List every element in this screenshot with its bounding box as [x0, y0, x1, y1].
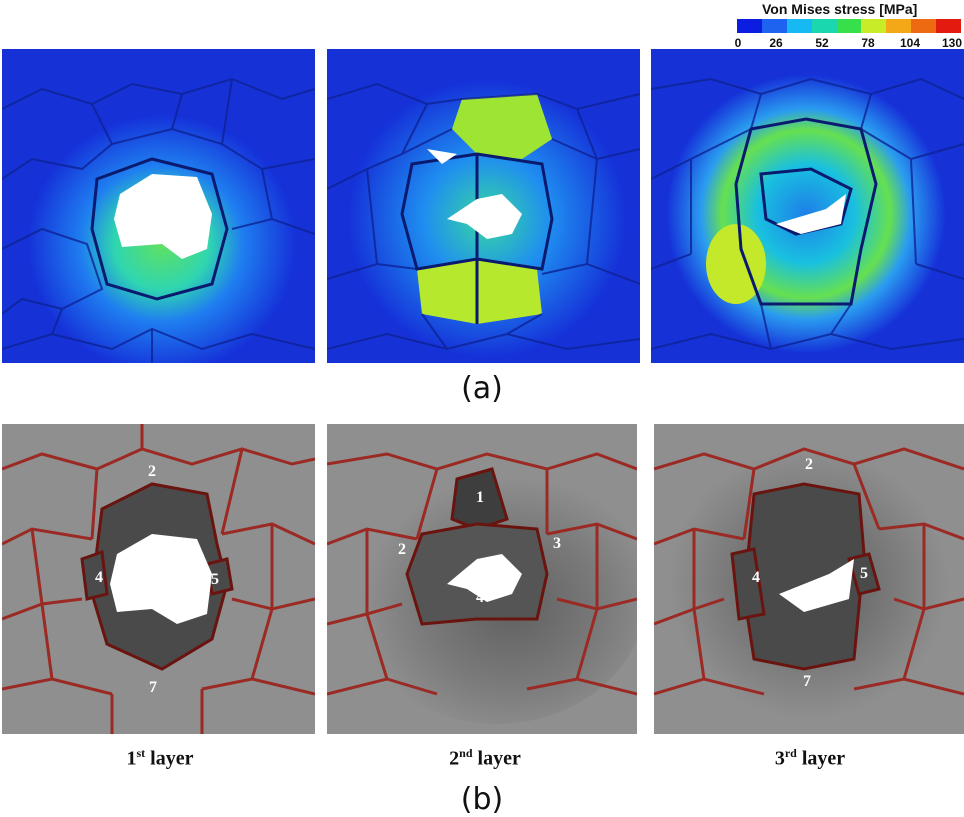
- cell-label: 5: [860, 565, 868, 582]
- crack-pattern-layer-1: 2 4 5 7: [2, 424, 315, 734]
- colorbar-swatch: [886, 19, 912, 33]
- cell-label: 1: [476, 489, 484, 506]
- colorbar-swatch: [911, 19, 937, 33]
- crack-pattern-layer-2: 1 2 3 4: [327, 424, 637, 734]
- legend-title: Von Mises stress [MPa]: [762, 1, 918, 17]
- panel-label-a: (a): [461, 371, 503, 406]
- cell-label: 5: [211, 571, 219, 588]
- legend-tick: 130: [941, 36, 963, 50]
- colorbar-swatch: [936, 19, 962, 33]
- cell-label: 4: [95, 569, 103, 586]
- cell-label: 4: [752, 569, 760, 586]
- stress-colorbar: [737, 19, 962, 33]
- cell-label: 4: [476, 589, 484, 606]
- colorbar-swatch: [786, 19, 812, 33]
- stress-plot-layer-1: [2, 49, 315, 363]
- colorbar-swatch: [811, 19, 837, 33]
- cell-label: 2: [398, 541, 406, 558]
- legend-tick: 78: [861, 36, 875, 50]
- layer-label-3: 3rd layer: [774, 746, 846, 770]
- cell-label: 3: [553, 535, 561, 552]
- colorbar-swatch: [836, 19, 862, 33]
- panel-label-b: (b): [460, 782, 504, 817]
- cell-label: 2: [805, 456, 813, 473]
- legend-tick: 0: [734, 36, 742, 50]
- cell-label: 7: [803, 673, 811, 690]
- layer-label-2: 2nd layer: [449, 746, 521, 770]
- layer-label-1: 1st layer: [126, 746, 194, 770]
- crack-pattern-layer-3: 2 4 5 7: [654, 424, 964, 734]
- colorbar-swatch: [761, 19, 787, 33]
- legend-tick: 52: [815, 36, 829, 50]
- legend-tick: 104: [899, 36, 921, 50]
- stress-plot-layer-3: [651, 49, 964, 363]
- cell-label: 7: [149, 679, 157, 696]
- stress-plot-layer-2: [327, 49, 640, 363]
- cell-label: 2: [148, 463, 156, 480]
- colorbar-swatch: [737, 19, 762, 33]
- colorbar-swatch: [861, 19, 887, 33]
- legend-tick: 26: [769, 36, 783, 50]
